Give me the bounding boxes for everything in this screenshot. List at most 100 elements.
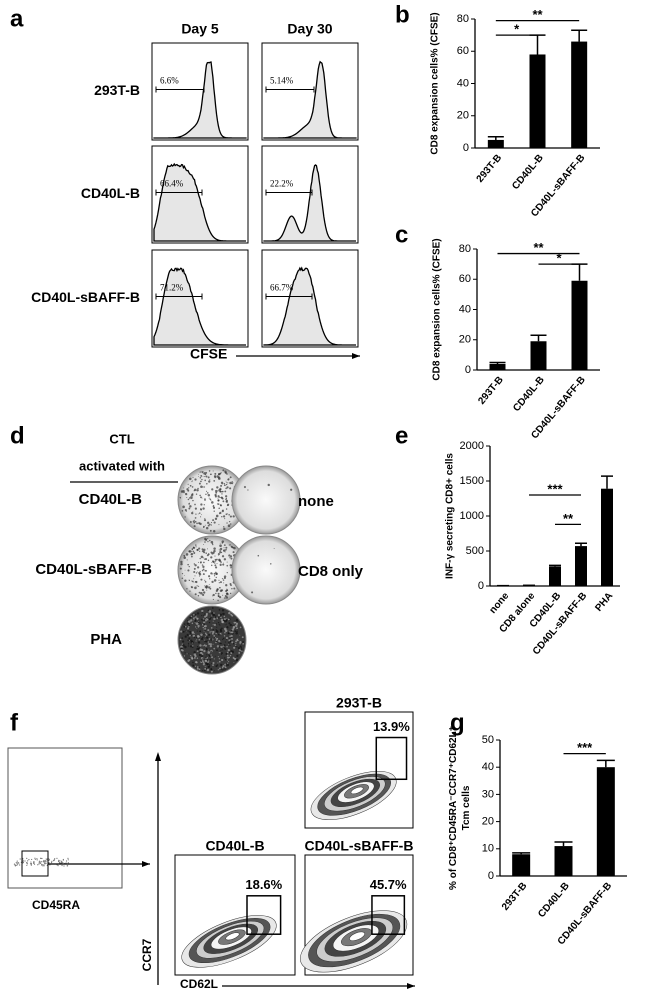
spot [201, 653, 204, 656]
spot [233, 627, 235, 629]
spot [202, 476, 204, 478]
spot [192, 633, 194, 635]
spot [212, 630, 215, 634]
spot [222, 612, 225, 616]
axis-label: CFSE [190, 346, 227, 362]
event-dot [22, 860, 24, 862]
spot [211, 632, 214, 635]
spot [232, 551, 235, 554]
spot [219, 504, 222, 506]
spot [223, 575, 227, 578]
spot [205, 493, 207, 496]
spot [217, 669, 219, 671]
y-axis-label: INF-γ secreting CD8+ cells [445, 453, 456, 579]
spot [223, 484, 226, 487]
event-dot [38, 862, 40, 864]
spot [201, 609, 204, 613]
row-label: CD40L-B [79, 491, 143, 508]
spot [206, 617, 208, 619]
spot [219, 551, 222, 554]
event-dot [41, 857, 43, 860]
spot [199, 644, 202, 647]
gate-label: 66.4% [160, 179, 184, 189]
spot [204, 570, 206, 572]
event-dot [45, 861, 47, 863]
spot [188, 624, 191, 627]
spot [201, 471, 204, 474]
spot [205, 552, 207, 554]
error-bar [571, 263, 588, 281]
spot [205, 475, 208, 478]
contour [349, 931, 365, 941]
spot [207, 609, 210, 612]
spot [224, 490, 227, 493]
spot [204, 615, 207, 618]
spot [231, 641, 234, 644]
x-tick-label: 293T-B [500, 881, 530, 913]
column-title: Day 30 [287, 21, 332, 37]
spot [208, 470, 211, 472]
event-dot [67, 862, 69, 864]
column-title: Day 5 [181, 21, 219, 37]
spot [232, 515, 235, 518]
spot [223, 582, 225, 584]
spot [225, 546, 228, 549]
spot [195, 663, 197, 665]
event-dot [41, 861, 43, 863]
spot [203, 558, 206, 560]
spot [198, 666, 200, 669]
spot [218, 596, 222, 599]
spot [209, 645, 213, 648]
spot [207, 650, 209, 652]
spot [206, 663, 209, 666]
spot [191, 657, 193, 659]
spot [225, 483, 228, 486]
spot [192, 645, 194, 647]
spot [188, 620, 191, 623]
panel-label: f [10, 709, 19, 736]
y-tick-label: 30 [482, 788, 494, 800]
spot [215, 571, 217, 574]
panel-label: d [10, 422, 25, 449]
spot [229, 564, 232, 567]
spot [188, 565, 190, 568]
gate-plot-frame [7, 747, 123, 889]
gate-label: 45.7% [370, 877, 407, 892]
y-tick-label: 60 [459, 273, 471, 285]
event-dot [42, 865, 44, 867]
spot [203, 519, 207, 522]
spot [193, 622, 196, 624]
event-dot [48, 858, 51, 860]
spot [216, 637, 218, 640]
spot [203, 548, 206, 552]
bar [530, 341, 547, 370]
spot [201, 497, 203, 499]
spot [229, 623, 232, 627]
event-dot [28, 859, 30, 861]
event-dot [40, 857, 42, 860]
spot [194, 618, 197, 621]
spot [210, 667, 212, 670]
spot [219, 652, 221, 654]
spot [229, 637, 231, 639]
spot [203, 504, 205, 506]
spot [221, 620, 224, 624]
event-dot [34, 857, 36, 859]
spot [212, 643, 214, 645]
error-bar [487, 135, 504, 140]
spot [230, 555, 233, 558]
spot [181, 573, 184, 575]
spot [190, 655, 192, 657]
spot [202, 526, 205, 528]
spot [187, 563, 189, 566]
y-tick-label: 60 [457, 45, 469, 57]
spot [228, 618, 230, 621]
spot [215, 576, 217, 579]
spot [208, 638, 211, 640]
spot [189, 634, 191, 637]
y-tick-label: 2000 [460, 440, 484, 452]
spot [229, 635, 231, 638]
spot [213, 658, 215, 660]
spot [212, 629, 215, 631]
gate-label: 22.2% [270, 179, 294, 189]
